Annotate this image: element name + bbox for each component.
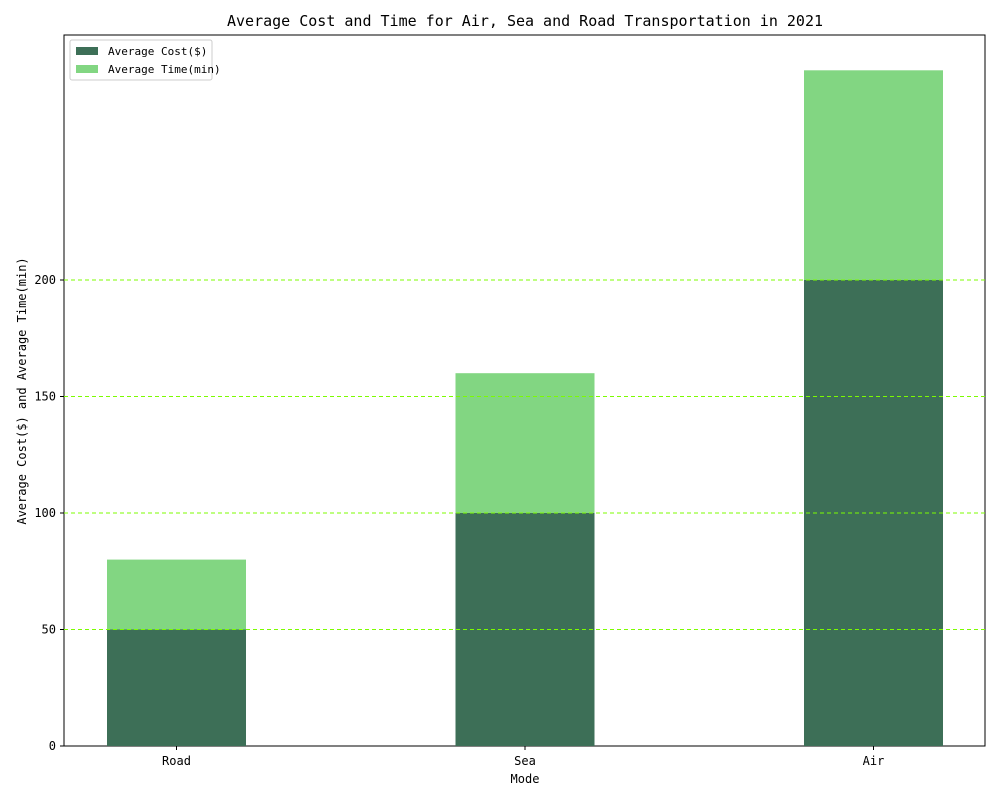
y-axis-ticks: 0 50 100 150 200: [34, 273, 64, 753]
y-tick-label-50: 50: [42, 623, 56, 637]
legend-swatch-average-cost: [76, 47, 98, 55]
legend: Average Cost($) Average Time(min): [69, 39, 221, 81]
bar-average-cost-air: [804, 280, 943, 746]
bar-average-cost-sea: [455, 513, 595, 746]
legend-swatch-average-time: [76, 65, 98, 73]
bar-average-time-air: [804, 70, 943, 280]
bar-average-cost-road: [107, 629, 246, 746]
bars: [107, 70, 943, 746]
chart-title: Average Cost and Time for Air, Sea and R…: [227, 12, 823, 30]
y-axis-label: Average Cost($) and Average Time(min): [15, 257, 29, 524]
legend-label-average-time: Average Time(min): [108, 63, 221, 76]
x-tick-label-sea: Sea: [514, 754, 536, 768]
bar-average-time-road: [107, 559, 246, 630]
y-tick-label-100: 100: [34, 506, 56, 520]
x-axis-ticks: Road Sea Air: [162, 746, 884, 768]
x-axis-label: Mode: [511, 772, 540, 786]
y-tick-label-150: 150: [34, 390, 56, 404]
y-tick-label-200: 200: [34, 273, 56, 287]
bar-average-time-sea: [455, 373, 595, 513]
x-tick-label-air: Air: [863, 754, 885, 768]
y-tick-label-0: 0: [49, 739, 56, 753]
legend-label-average-cost: Average Cost($): [108, 45, 207, 58]
x-tick-label-road: Road: [162, 754, 191, 768]
legend-box: [69, 39, 213, 81]
